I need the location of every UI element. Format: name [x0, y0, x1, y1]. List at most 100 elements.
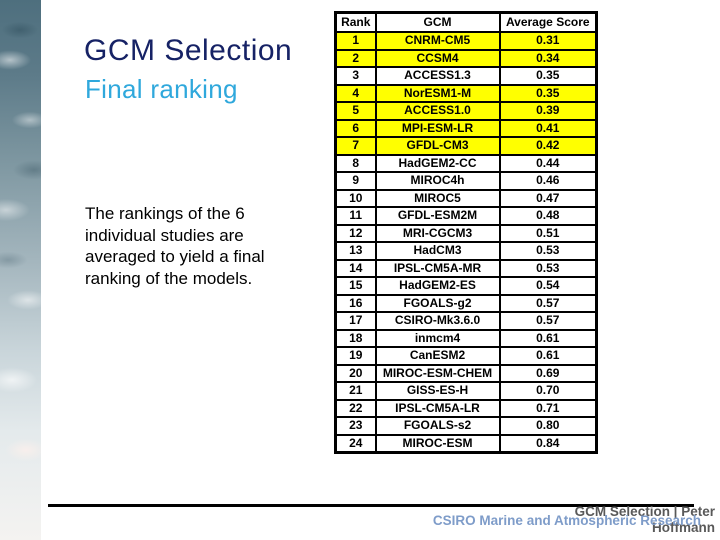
score-cell: 0.70	[498, 381, 598, 401]
score-cell: 0.69	[498, 363, 598, 383]
rank-cell: 18	[334, 328, 377, 348]
table-row: 21 GISS-ES-H 0.70	[334, 381, 598, 401]
rank-cell: 12	[334, 223, 377, 243]
gcm-cell: MIROC4h	[374, 171, 501, 191]
score-cell: 0.44	[498, 153, 598, 173]
score-cell: 0.57	[498, 311, 598, 331]
header-rank: Rank	[334, 11, 377, 33]
gcm-cell: GFDL-CM3	[374, 136, 501, 156]
table-row: 5 ACCESS1.0 0.39	[334, 101, 598, 121]
gcm-cell: FGOALS-g2	[374, 293, 501, 313]
score-cell: 0.35	[498, 83, 598, 103]
gcm-cell: MIROC-ESM-CHEM	[374, 363, 501, 383]
footer-credit-text: GCM Selection | Peter Hoffmann	[574, 504, 715, 535]
score-cell: 0.47	[498, 188, 598, 208]
rank-cell: 5	[334, 101, 377, 121]
gcm-cell: IPSL-CM5A-LR	[374, 398, 501, 418]
gcm-cell: IPSL-CM5A-MR	[374, 258, 501, 278]
score-cell: 0.51	[498, 223, 598, 243]
score-cell: 0.57	[498, 293, 598, 313]
table-row: 13 HadCM3 0.53	[334, 241, 598, 261]
table-row: 16 FGOALS-g2 0.57	[334, 293, 598, 313]
score-cell: 0.42	[498, 136, 598, 156]
rank-cell: 3	[334, 66, 377, 86]
gcm-cell: GISS-ES-H	[374, 381, 501, 401]
gcm-cell: CanESM2	[374, 346, 501, 366]
gcm-cell: MPI-ESM-LR	[374, 118, 501, 138]
gcm-cell: CSIRO-Mk3.6.0	[374, 311, 501, 331]
gcm-table-body: 1 CNRM-CM5 0.31 2 CCSM4 0.34 3 ACCESS1.3 0.35 4 No…	[334, 31, 598, 454]
rank-cell: 17	[334, 311, 377, 331]
table-row: 1 CNRM-CM5 0.31	[334, 31, 598, 51]
rank-cell: 8	[334, 153, 377, 173]
cloud-strip-image	[0, 0, 41, 540]
table-row: 22 IPSL-CM5A-LR 0.71	[334, 398, 598, 418]
slide-title: GCM Selection	[84, 34, 293, 67]
gcm-cell: FGOALS-s2	[374, 416, 501, 436]
rank-cell: 21	[334, 381, 377, 401]
slide-subtitle: Final ranking	[85, 74, 238, 104]
gcm-cell: MRI-CGCM3	[374, 223, 501, 243]
score-cell: 0.34	[498, 48, 598, 68]
table-row: 7 GFDL-CM3 0.42	[334, 136, 598, 156]
rank-cell: 2	[334, 48, 377, 68]
footer-divider-line	[48, 504, 694, 507]
rank-cell: 7	[334, 136, 377, 156]
rank-cell: 16	[334, 293, 377, 313]
table-header-row: Rank GCM Average Score	[334, 11, 598, 33]
table-row: 17 CSIRO-Mk3.6.0 0.57	[334, 311, 598, 331]
rank-cell: 11	[334, 206, 377, 226]
gcm-cell: ACCESS1.0	[374, 101, 501, 121]
rank-cell: 1	[334, 31, 377, 51]
table-row: 8 HadGEM2-CC 0.44	[334, 153, 598, 173]
table-row: 18 inmcm4 0.61	[334, 328, 598, 348]
body-text: The rankings of the 6 individual studies…	[85, 204, 265, 288]
rank-cell: 9	[334, 171, 377, 191]
table-row: 10 MIROC5 0.47	[334, 188, 598, 208]
title-block: GCM Selection Final ranking	[84, 34, 292, 105]
rank-cell: 4	[334, 83, 377, 103]
rank-cell: 14	[334, 258, 377, 278]
gcm-cell: NorESM1-M	[374, 83, 501, 103]
gcm-cell: CCSM4	[374, 48, 501, 68]
score-cell: 0.46	[498, 171, 598, 191]
gcm-cell: MIROC-ESM	[374, 433, 501, 454]
score-cell: 0.48	[498, 206, 598, 226]
gcm-cell: HadCM3	[374, 241, 501, 261]
score-cell: 0.61	[498, 346, 598, 366]
table-row: 23 FGOALS-s2 0.80	[334, 416, 598, 436]
score-cell: 0.35	[498, 66, 598, 86]
score-cell: 0.31	[498, 31, 598, 51]
table-row: 14 IPSL-CM5A-MR 0.53	[334, 258, 598, 278]
table-row: 19 CanESM2 0.61	[334, 346, 598, 366]
rank-cell: 10	[334, 188, 377, 208]
score-cell: 0.53	[498, 241, 598, 261]
table-row: 3 ACCESS1.3 0.35	[334, 66, 598, 86]
rank-cell: 6	[334, 118, 377, 138]
table-row: 24 MIROC-ESM 0.84	[334, 433, 598, 454]
rank-cell: 13	[334, 241, 377, 261]
score-cell: 0.80	[498, 416, 598, 436]
gcm-cell: ACCESS1.3	[374, 66, 501, 86]
table-row: 12 MRI-CGCM3 0.51	[334, 223, 598, 243]
gcm-cell: MIROC5	[374, 188, 501, 208]
rank-cell: 23	[334, 416, 377, 436]
table-row: 4 NorESM1-M 0.35	[334, 83, 598, 103]
gcm-ranking-table: Rank GCM Average Score 1 CNRM-CM5 0.31 2 CCS…	[334, 11, 598, 454]
gcm-cell: HadGEM2-CC	[374, 153, 501, 173]
score-cell: 0.71	[498, 398, 598, 418]
header-score: Average Score	[498, 11, 598, 33]
rank-cell: 20	[334, 363, 377, 383]
table-row: 15 HadGEM2-ES 0.54	[334, 276, 598, 296]
score-cell: 0.61	[498, 328, 598, 348]
table-row: 20 MIROC-ESM-CHEM 0.69	[334, 363, 598, 383]
rank-cell: 15	[334, 276, 377, 296]
rank-cell: 19	[334, 346, 377, 366]
table-row: 11 GFDL-ESM2M 0.48	[334, 206, 598, 226]
table-row: 9 MIROC4h 0.46	[334, 171, 598, 191]
gcm-cell: GFDL-ESM2M	[374, 206, 501, 226]
score-cell: 0.84	[498, 433, 598, 454]
gcm-cell: inmcm4	[374, 328, 501, 348]
table-row: 6 MPI-ESM-LR 0.41	[334, 118, 598, 138]
